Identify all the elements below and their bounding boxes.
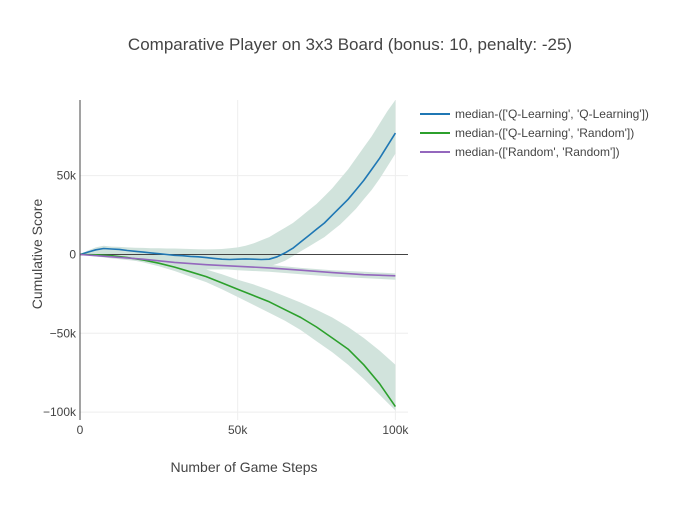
series-line-2[interactable]: [79, 253, 396, 277]
series-line-0[interactable]: [79, 132, 397, 261]
band-series-2: [80, 250, 396, 280]
series-lines: [79, 132, 397, 408]
y-tick-label-3: −100k: [43, 405, 77, 419]
y-tick-label-0: 50k: [57, 169, 77, 183]
x-tick-label-1: 50k: [228, 423, 248, 437]
legend-label-0: median-(['Q-Learning', 'Q-Learning']): [455, 107, 649, 121]
x-axis-title: Number of Game Steps: [170, 459, 317, 475]
confidence-bands: [80, 100, 396, 411]
legend[interactable]: median-(['Q-Learning', 'Q-Learning']) med…: [420, 107, 649, 159]
legend-item-0[interactable]: median-(['Q-Learning', 'Q-Learning']): [420, 107, 649, 121]
x-tick-label-2: 100k: [382, 423, 409, 437]
legend-item-1[interactable]: median-(['Q-Learning', 'Random']): [420, 126, 634, 140]
band-series-0: [80, 100, 396, 270]
band-series-1: [80, 253, 396, 411]
legend-label-1: median-(['Q-Learning', 'Random']): [455, 126, 634, 140]
y-tick-label-1: 0: [69, 247, 76, 261]
y-axis-title: Cumulative Score: [29, 199, 45, 310]
x-tick-label-0: 0: [77, 423, 84, 437]
y-tick-label-2: −50k: [50, 326, 77, 340]
legend-item-2[interactable]: median-(['Random', 'Random']): [420, 145, 620, 159]
chart-title: Comparative Player on 3x3 Board (bonus: …: [128, 35, 572, 54]
tick-labels: 0 50k 100k 50k 0 −50k −100k: [43, 169, 409, 437]
legend-label-2: median-(['Random', 'Random']): [455, 145, 620, 159]
